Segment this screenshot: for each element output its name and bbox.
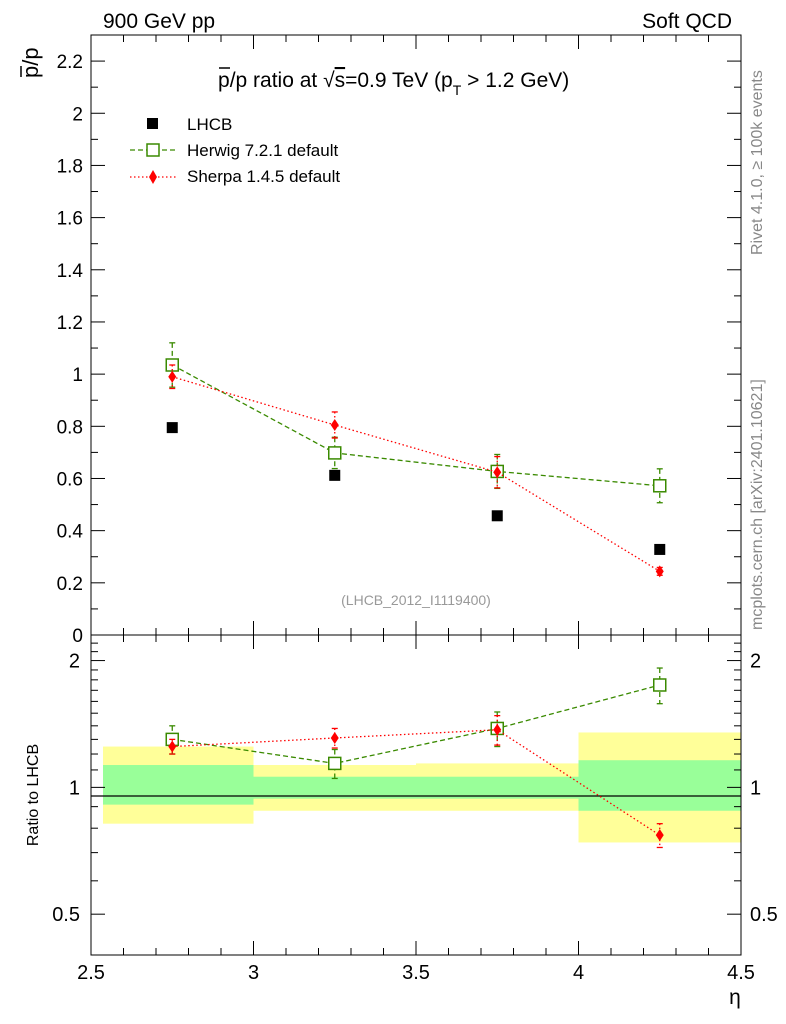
mcplots-note-group: mcplots.cern.ch [arXiv:2401.10621] bbox=[749, 379, 766, 630]
main-y-tick-label: 1 bbox=[72, 365, 83, 386]
ratio-band-inner bbox=[103, 765, 254, 805]
title-sub: T bbox=[453, 82, 462, 98]
ratio-x-ticks: 2.5 3 3.5 4 4.5 bbox=[77, 635, 755, 984]
ratio-y-tick-label: 2 bbox=[69, 651, 80, 673]
svg-text:p/p ratio at √s=0.9 TeV (pT >: p/p ratio at √s=0.9 TeV (pT > 1.2 GeV) bbox=[218, 69, 569, 98]
sherpa-ratio-point bbox=[330, 731, 339, 744]
main-y-tick-label: 1.6 bbox=[57, 209, 83, 230]
ratio-bands bbox=[103, 732, 741, 843]
main-y-tick-label: 0 bbox=[72, 626, 83, 647]
ratio-y-tick-label-right: 1 bbox=[750, 777, 761, 799]
x-tick-label: 3.5 bbox=[402, 962, 430, 984]
ratio-band-inner bbox=[253, 776, 416, 799]
rivet-note-group: Rivet 4.1.0, ≥ 100k events bbox=[749, 70, 766, 255]
title-cut: > 1.2 GeV) bbox=[461, 69, 569, 92]
ratio-series-line bbox=[172, 729, 661, 836]
svg-text:p/p: p/p bbox=[18, 47, 43, 78]
x-axis-label: η bbox=[729, 986, 741, 1009]
main-x-ticks bbox=[90, 35, 742, 635]
main-y-tick-label: 1.2 bbox=[57, 313, 83, 334]
legend: LHCB Herwig 7.2.1 default Sherpa 1.4.5 d… bbox=[130, 115, 340, 186]
title-sqrt: √ bbox=[323, 69, 335, 92]
main-y-tick-label: 0.6 bbox=[57, 469, 83, 490]
main-series bbox=[165, 342, 667, 578]
herwig-ratio-point bbox=[653, 678, 667, 692]
header-right: Soft QCD bbox=[642, 10, 732, 33]
title-ratio: /p ratio at bbox=[230, 69, 323, 92]
lhcb-point bbox=[329, 469, 341, 481]
main-panel: 0 0.2 0.4 0.6 0.8 1 1.2 1.4 1.6 1.8 2 2.2 p/p p/p r… bbox=[18, 34, 742, 647]
legend-sherpa-label: Sherpa 1.4.5 default bbox=[187, 167, 340, 186]
ratio-ylabel: Ratio to LHCB bbox=[25, 744, 42, 846]
main-series-line bbox=[171, 364, 660, 487]
x-tick-label: 3 bbox=[248, 962, 259, 984]
ylabel-rest: /p bbox=[18, 47, 43, 65]
lhcb-point bbox=[654, 543, 666, 555]
main-y-tick-label: 2 bbox=[72, 104, 83, 125]
main-y-tick-label: 1.8 bbox=[57, 156, 83, 177]
ylabel-pbar: p bbox=[18, 66, 43, 78]
main-series-line bbox=[172, 376, 661, 572]
x-tick-label: 2.5 bbox=[77, 962, 105, 984]
sherpa-point bbox=[330, 419, 339, 431]
legend-lhcb-label: LHCB bbox=[187, 115, 232, 134]
mcplots-note: mcplots.cern.ch [arXiv:2401.10621] bbox=[749, 379, 766, 630]
sherpa-point bbox=[655, 565, 664, 578]
legend-herwig-label: Herwig 7.2.1 default bbox=[187, 141, 338, 160]
x-tick-label: 4 bbox=[573, 962, 584, 984]
ratio-y-tick-label: 1 bbox=[69, 777, 80, 799]
ratio-band-inner bbox=[416, 776, 579, 799]
ratio-panel: 0.5 0.5 1 1 2 2 2.5 3 3.5 4 4.5 Ratio to LHCB η bbox=[25, 634, 778, 1009]
sherpa-point bbox=[493, 466, 502, 479]
herwig-ratio-point bbox=[328, 756, 342, 771]
main-y-tick-label: 0.4 bbox=[57, 522, 84, 543]
ratio-band-inner bbox=[578, 760, 741, 811]
ratio-y-tick-label-right: 2 bbox=[750, 651, 761, 673]
lhcb-point bbox=[491, 510, 503, 522]
ratio-y-tick-label-right: 0.5 bbox=[750, 904, 778, 926]
main-y-ticks: 0 0.2 0.4 0.6 0.8 1 1.2 1.4 1.6 1.8 2 2.2 bbox=[57, 34, 741, 647]
legend-lhcb-marker bbox=[147, 118, 158, 129]
sherpa-point bbox=[168, 370, 177, 383]
sherpa-ratio-point bbox=[168, 740, 177, 753]
x-tick-label: 4.5 bbox=[727, 962, 755, 984]
analysis-watermark: (LHCB_2012_I1119400) bbox=[341, 592, 491, 608]
header-left: 900 GeV pp bbox=[103, 10, 215, 33]
main-y-tick-label: 1.4 bbox=[57, 261, 84, 282]
ratio-series-line bbox=[172, 684, 660, 765]
title-s: s bbox=[335, 69, 346, 92]
title-energy: =0.9 TeV (p bbox=[345, 69, 453, 92]
plot-title: p/p ratio at √s=0.9 TeV (pT > 1.2 GeV) bbox=[218, 67, 569, 98]
title-pbar: p bbox=[218, 69, 230, 92]
sherpa-ratio-point bbox=[655, 829, 664, 842]
herwig-point bbox=[328, 446, 342, 460]
ratio-y-tick-label: 0.5 bbox=[52, 904, 80, 926]
rivet-note: Rivet 4.1.0, ≥ 100k events bbox=[749, 70, 766, 255]
lhcb-point bbox=[166, 422, 178, 434]
sherpa-ratio-point bbox=[493, 723, 502, 736]
main-y-tick-label: 2.2 bbox=[57, 52, 83, 73]
main-y-tick-label: 0.8 bbox=[57, 417, 83, 438]
legend-sherpa-marker bbox=[149, 170, 157, 184]
ratio-y-ticks: 0.5 0.5 1 1 2 2 bbox=[52, 642, 778, 956]
main-y-tick-label: 0.2 bbox=[57, 574, 83, 595]
herwig-point bbox=[653, 479, 667, 493]
legend-herwig-marker bbox=[146, 143, 160, 157]
ratio-series bbox=[165, 667, 667, 849]
main-ylabel: p/p bbox=[18, 47, 43, 78]
ratio-ylabel-group: Ratio to LHCB bbox=[25, 744, 42, 846]
